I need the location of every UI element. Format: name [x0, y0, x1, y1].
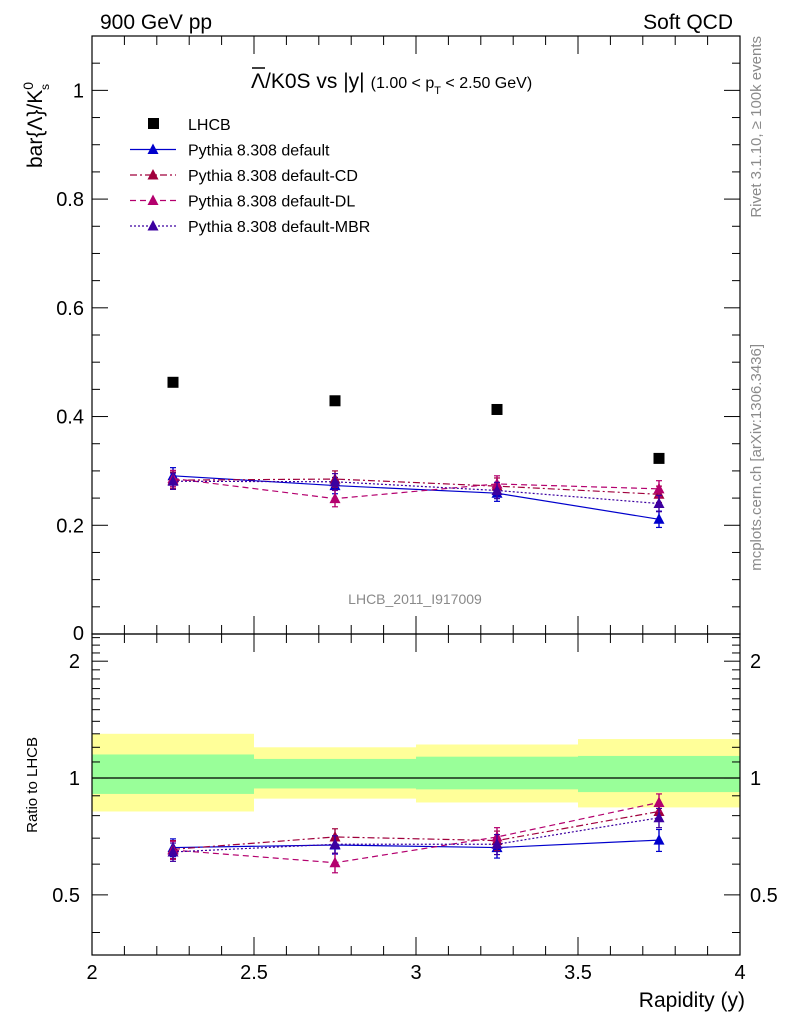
- lhcb-data: [167, 376, 665, 464]
- ratio-y-tick-label: 0.5: [52, 885, 80, 907]
- ratio-bands: [92, 733, 740, 812]
- ratio-point: [653, 796, 665, 807]
- legend-marker: [147, 143, 159, 154]
- ratio-series-layer: [167, 793, 665, 874]
- title-rest: /K0S vs |y|: [265, 70, 365, 93]
- ratio-point: [329, 838, 341, 849]
- series-point: [653, 497, 665, 509]
- ratio-series-0: [167, 828, 665, 859]
- chart-title: Λ/K0S vs |y| (1.00 < pT < 2.50 GeV): [251, 67, 532, 97]
- legend-entry-0: Pythia 8.308 default: [130, 143, 330, 160]
- x-tick-label: 3: [410, 962, 421, 984]
- title-range-sub: T: [434, 85, 441, 97]
- ratio-y-tick-label-right: 0.5: [750, 885, 778, 907]
- legend-marker: [148, 118, 159, 129]
- legend-label: Pythia 8.308 default-MBR: [188, 219, 370, 236]
- legend-label: Pythia 8.308 default-DL: [188, 194, 355, 211]
- ratio-band-inner: [92, 754, 254, 794]
- series-line: [172, 478, 660, 495]
- ratio-band-inner: [254, 758, 416, 789]
- legend-marker: [147, 220, 159, 231]
- title-range: (1.00 < p: [371, 75, 435, 92]
- series-point: [653, 513, 665, 524]
- y-tick-label-zero: 0: [73, 623, 84, 645]
- ratio-point: [329, 856, 341, 868]
- header-right: Soft QCD: [643, 11, 733, 34]
- svg-text:bar{Λ}/K0s: bar{Λ}/K0 s: [20, 82, 52, 168]
- ratio-band-inner: [578, 755, 740, 793]
- lhcb-point: [329, 395, 341, 407]
- x-tick-label: 3.5: [564, 962, 592, 984]
- ratio-band-inner: [416, 756, 578, 790]
- lhcb-point: [653, 452, 665, 464]
- title-lambda: Λ: [251, 70, 265, 93]
- ratio-panel: 0.5 0.5 1 1 2 2 2 2.5 3 3.5 4: [52, 633, 778, 984]
- lhcb-point: [167, 376, 179, 388]
- analysis-watermark: LHCB_2011_I917009: [348, 591, 482, 607]
- ratio-y-tick-label-right: 2: [750, 651, 761, 673]
- ratio-y-tick-label: 1: [69, 768, 80, 790]
- mcplots-label: mcplots.cern.ch [arXiv:1306.3436]: [748, 344, 765, 571]
- y-tick-label: 1: [73, 80, 84, 102]
- lhcb-point: [491, 403, 503, 415]
- legend: LHCB Pythia 8.308 default Pythia 8.308 def…: [130, 117, 370, 236]
- y-tick-label: 0.4: [56, 407, 84, 429]
- svg-text:Λ/K0S vs |y|(1.00 < pT < 2.50: Λ/K0S vs |y| (1.00 < pT < 2.50 GeV): [251, 70, 532, 97]
- y-tick-label: 0.2: [56, 515, 84, 537]
- x-axis-label: Rapidity (y): [639, 989, 745, 1012]
- legend-marker: [147, 169, 159, 180]
- series-line: [172, 477, 660, 500]
- title-range-end: < 2.50 GeV): [441, 75, 532, 92]
- legend-label: Pythia 8.308 default: [188, 143, 330, 160]
- y-label-main: bar{Λ}/K: [24, 90, 47, 168]
- series-point: [653, 482, 665, 494]
- ratio-y-tick-label: 2: [69, 651, 80, 673]
- y-tick-label: 0.6: [56, 298, 84, 320]
- ratio-series-line: [172, 817, 660, 853]
- series-point: [167, 475, 179, 486]
- series-line: [172, 480, 660, 505]
- legend-label: Pythia 8.308 default-CD: [188, 168, 358, 185]
- legend-entry-2: Pythia 8.308 default-DL: [130, 194, 355, 211]
- main-series-layer: [167, 376, 665, 529]
- x-tick-label: 4: [734, 962, 745, 984]
- legend-entry-1: Pythia 8.308 default-CD: [130, 168, 358, 185]
- series-point: [329, 475, 341, 487]
- ratio-series-3: [167, 807, 665, 862]
- series-point: [329, 492, 341, 504]
- header-left: 900 GeV pp: [100, 11, 212, 34]
- legend-marker: [147, 194, 159, 205]
- y-tick-label: 0.8: [56, 189, 84, 211]
- rivet-label: Rivet 3.1.10, ≥ 100k events: [748, 36, 765, 218]
- ratio-series-line: [172, 810, 660, 850]
- y-label-sup: 0: [20, 82, 36, 90]
- series-3: [167, 472, 665, 513]
- y-axis-label: bar{Λ}/K0 s: [20, 82, 52, 168]
- series-2: [167, 469, 665, 508]
- ratio-y-tick-label-right: 1: [750, 768, 761, 790]
- y-label-sub: s: [38, 84, 52, 90]
- ratio-point: [491, 838, 503, 849]
- legend-label: LHCB: [188, 117, 231, 134]
- x-tick-label: 2.5: [240, 962, 268, 984]
- ratio-point: [653, 834, 665, 845]
- ratio-y-label: Ratio to LHCB: [24, 737, 41, 833]
- x-tick-label: 2: [86, 962, 97, 984]
- ratio-series-line: [172, 801, 660, 864]
- legend-entry-lhcb: LHCB: [148, 117, 231, 134]
- ratio-point: [653, 811, 665, 823]
- series-line: [172, 475, 660, 520]
- ratio-point: [167, 845, 179, 857]
- ratio-series-line: [172, 839, 660, 849]
- series-point: [491, 484, 503, 495]
- legend-entry-3: Pythia 8.308 default-MBR: [130, 219, 370, 236]
